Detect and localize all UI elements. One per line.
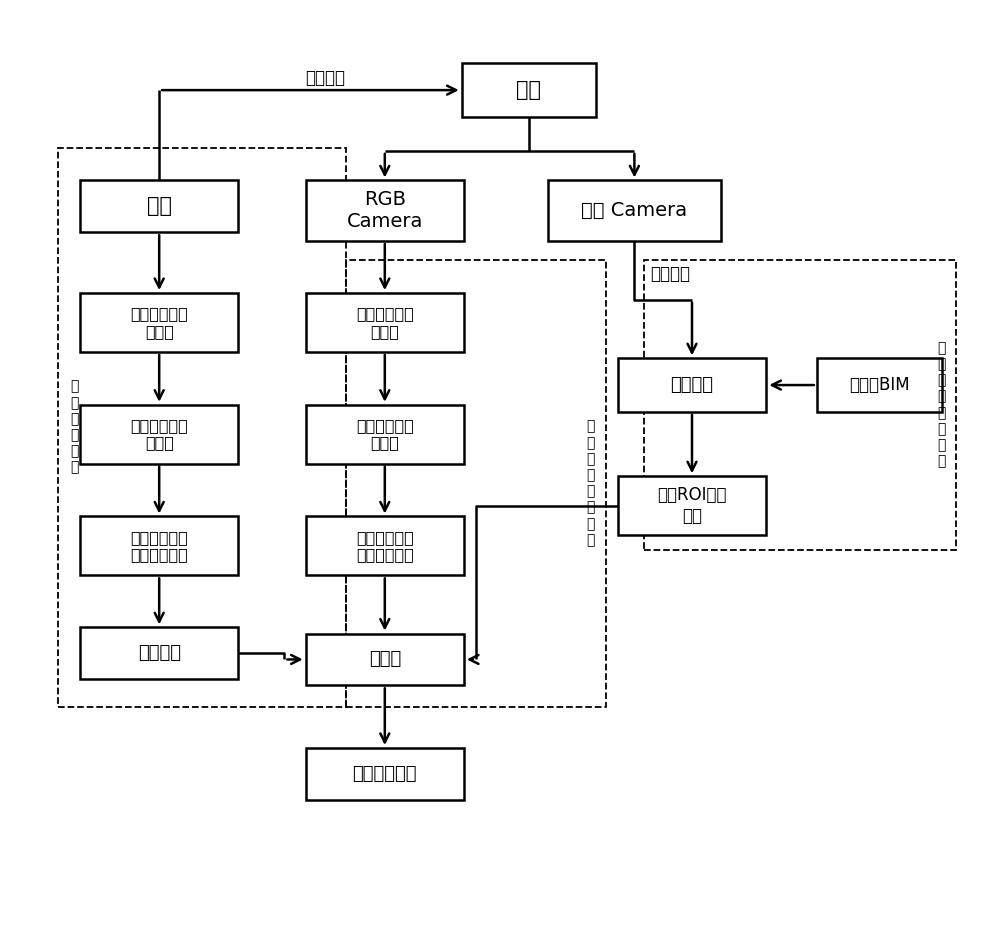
- FancyBboxPatch shape: [306, 181, 464, 241]
- FancyBboxPatch shape: [618, 477, 766, 535]
- FancyBboxPatch shape: [80, 181, 238, 232]
- Text: 通
风
区
域
温
度
检
测: 通 风 区 域 温 度 检 测: [937, 341, 946, 468]
- FancyBboxPatch shape: [306, 517, 464, 575]
- FancyBboxPatch shape: [462, 63, 596, 117]
- FancyBboxPatch shape: [80, 627, 238, 679]
- FancyBboxPatch shape: [80, 293, 238, 352]
- FancyBboxPatch shape: [618, 358, 766, 412]
- Text: 无任务时: 无任务时: [650, 265, 690, 283]
- Text: 牲畜体表温度: 牲畜体表温度: [353, 765, 417, 783]
- Text: 通风ROI区域
温度: 通风ROI区域 温度: [657, 486, 727, 525]
- Text: 枪机: 枪机: [147, 196, 172, 216]
- FancyBboxPatch shape: [80, 517, 238, 575]
- Text: 养殖舍BIM: 养殖舍BIM: [849, 376, 910, 394]
- Text: 第二牲畜检测
解码器: 第二牲畜检测 解码器: [356, 418, 414, 451]
- FancyBboxPatch shape: [306, 633, 464, 685]
- FancyBboxPatch shape: [80, 405, 238, 464]
- FancyBboxPatch shape: [306, 748, 464, 800]
- FancyBboxPatch shape: [817, 358, 942, 412]
- Text: 热度叠加: 热度叠加: [138, 644, 181, 662]
- Text: RGB
Camera: RGB Camera: [347, 190, 423, 231]
- Text: 第二牲畜中心
关键点热力图: 第二牲畜中心 关键点热力图: [356, 530, 414, 562]
- Text: 牲
畜
体
表
温
度
检
测: 牲 畜 体 表 温 度 检 测: [586, 420, 594, 547]
- FancyBboxPatch shape: [306, 293, 464, 352]
- FancyBboxPatch shape: [306, 405, 464, 464]
- Text: 第一牲畜中心
关键点热力图: 第一牲畜中心 关键点热力图: [130, 530, 188, 562]
- Text: 后处理: 后处理: [369, 651, 401, 668]
- Text: 第一牲畜检测
编码器: 第一牲畜检测 编码器: [130, 306, 188, 339]
- Text: 球机: 球机: [516, 80, 541, 101]
- Text: 通风区域: 通风区域: [670, 376, 714, 394]
- Text: 热像 Camera: 热像 Camera: [581, 201, 687, 221]
- Text: 第一牲畜检测
解码器: 第一牲畜检测 解码器: [130, 418, 188, 451]
- Text: 第二牲畜检测
编码器: 第二牲畜检测 编码器: [356, 306, 414, 339]
- Text: 位姿调整: 位姿调整: [305, 69, 345, 87]
- Text: 牲
畜
停
留
检
测: 牲 畜 停 留 检 测: [71, 380, 79, 475]
- FancyBboxPatch shape: [548, 181, 721, 241]
